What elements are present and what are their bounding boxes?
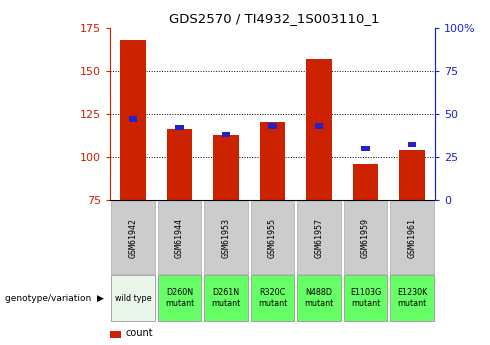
Bar <box>399 150 425 200</box>
Text: GSM61961: GSM61961 <box>407 218 416 258</box>
Text: GDS2570 / TI4932_1S003110_1: GDS2570 / TI4932_1S003110_1 <box>169 12 380 25</box>
Text: R320C
mutant: R320C mutant <box>258 288 287 308</box>
Text: GSM61957: GSM61957 <box>315 218 323 258</box>
Bar <box>408 142 416 148</box>
Text: count: count <box>125 327 153 337</box>
Bar <box>129 117 137 122</box>
Text: D261N
mutant: D261N mutant <box>211 288 241 308</box>
Text: genotype/variation  ▶: genotype/variation ▶ <box>5 294 104 303</box>
Text: E1103G
mutant: E1103G mutant <box>350 288 381 308</box>
Text: E1230K
mutant: E1230K mutant <box>397 288 427 308</box>
Text: GSM61959: GSM61959 <box>361 218 370 258</box>
Bar <box>175 125 184 130</box>
Bar <box>167 129 192 200</box>
Bar <box>353 164 378 200</box>
Bar <box>222 132 230 137</box>
Text: wild type: wild type <box>115 294 151 303</box>
Bar <box>120 40 146 200</box>
Bar <box>315 124 323 129</box>
Bar <box>306 59 332 200</box>
Bar <box>213 135 239 200</box>
Text: D260N
mutant: D260N mutant <box>165 288 194 308</box>
Bar <box>361 146 369 151</box>
Text: N488D
mutant: N488D mutant <box>304 288 334 308</box>
Text: GSM61944: GSM61944 <box>175 218 184 258</box>
Text: GSM61942: GSM61942 <box>128 218 138 258</box>
Text: GSM61953: GSM61953 <box>221 218 230 258</box>
Bar <box>260 122 285 200</box>
Text: GSM61955: GSM61955 <box>268 218 277 258</box>
Bar <box>268 124 277 129</box>
